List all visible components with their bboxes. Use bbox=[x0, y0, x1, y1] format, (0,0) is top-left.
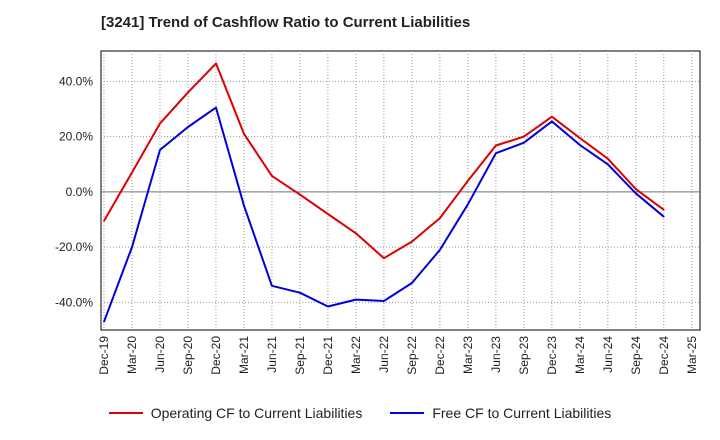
y-tick-label: 0.0% bbox=[66, 185, 94, 199]
legend-swatch-free bbox=[390, 412, 425, 414]
x-tick-labels: Dec-19 Mar-20 Jun-20 Sep-20 Dec-20 Mar-21 Jun-… bbox=[97, 336, 699, 375]
y-tick-label: 40.0% bbox=[59, 74, 93, 88]
x-tick-label: Dec-23 bbox=[545, 336, 559, 375]
data-point-operating-cf bbox=[551, 115, 553, 118]
data-point-operating-cf bbox=[271, 175, 273, 177]
x-tick-label: Dec-21 bbox=[321, 336, 335, 375]
x-tick-label: Mar-24 bbox=[573, 336, 587, 374]
data-point-operating-cf bbox=[439, 217, 441, 219]
x-tick-label: Dec-24 bbox=[657, 336, 671, 375]
data-point-operating-cf bbox=[523, 135, 525, 138]
y-tick-label: -40.0% bbox=[55, 295, 93, 309]
x-tick-label: Dec-22 bbox=[433, 336, 447, 375]
data-point-free-cf bbox=[187, 126, 189, 128]
data-point-operating-cf bbox=[215, 62, 217, 65]
data-point-operating-cf bbox=[131, 171, 133, 174]
data-point-operating-cf bbox=[663, 209, 665, 211]
data-point-free-cf bbox=[327, 305, 329, 308]
legend: Operating CF to Current Liabilities Free… bbox=[0, 405, 720, 421]
x-tick-label: Mar-25 bbox=[685, 336, 699, 374]
data-point-free-cf bbox=[159, 149, 161, 151]
x-tick-label: Sep-24 bbox=[629, 336, 643, 375]
x-tick-label: Sep-23 bbox=[517, 336, 531, 375]
plot-area bbox=[100, 50, 701, 331]
legend-label-free: Free CF to Current Liabilities bbox=[432, 405, 612, 421]
data-point-operating-cf bbox=[635, 188, 637, 190]
data-point-operating-cf bbox=[243, 133, 245, 135]
chart-title: [3241] Trend of Cashflow Ratio to Curren… bbox=[101, 14, 471, 31]
data-point-operating-cf bbox=[607, 157, 609, 160]
x-tick-label: Dec-20 bbox=[209, 336, 223, 375]
data-point-operating-cf bbox=[327, 213, 329, 215]
x-tick-label: Sep-21 bbox=[293, 336, 307, 375]
data-point-free-cf bbox=[215, 106, 217, 109]
x-tick-label: Jun-20 bbox=[153, 336, 167, 373]
series-lines bbox=[103, 62, 665, 323]
legend-label-operating: Operating CF to Current Liabilities bbox=[150, 405, 363, 421]
data-point-free-cf bbox=[579, 144, 581, 146]
x-tick-label: Jun-22 bbox=[377, 336, 391, 373]
data-point-free-cf bbox=[663, 215, 665, 218]
data-point-operating-cf bbox=[187, 91, 189, 94]
x-tick-label: Mar-21 bbox=[237, 336, 251, 374]
data-point-free-cf bbox=[411, 282, 413, 284]
x-tick-label: Dec-19 bbox=[97, 336, 111, 375]
data-point-free-cf bbox=[495, 152, 497, 155]
data-point-free-cf bbox=[439, 249, 441, 251]
legend-item-operating: Operating CF to Current Liabilities bbox=[108, 405, 363, 421]
data-point-free-cf bbox=[635, 192, 637, 195]
x-tick-label: Mar-23 bbox=[461, 336, 475, 374]
x-tick-label: Sep-20 bbox=[181, 336, 195, 375]
data-point-free-cf bbox=[551, 120, 553, 123]
legend-swatch-operating bbox=[108, 412, 143, 414]
y-tick-label: 20.0% bbox=[59, 130, 93, 144]
data-point-free-cf bbox=[271, 285, 273, 287]
data-point-free-cf bbox=[243, 204, 245, 207]
data-point-operating-cf bbox=[355, 232, 357, 235]
data-point-operating-cf bbox=[495, 144, 497, 147]
data-point-operating-cf bbox=[103, 220, 105, 222]
data-point-free-cf bbox=[523, 141, 525, 144]
x-tick-label: Jun-23 bbox=[489, 336, 503, 373]
data-point-free-cf bbox=[103, 320, 105, 323]
x-tick-label: Jun-24 bbox=[601, 336, 615, 373]
data-point-operating-cf bbox=[383, 257, 385, 259]
data-point-free-cf bbox=[131, 246, 133, 248]
data-point-operating-cf bbox=[299, 193, 301, 196]
data-point-free-cf bbox=[299, 291, 301, 294]
x-tick-label: Mar-20 bbox=[125, 336, 139, 374]
data-point-operating-cf bbox=[159, 122, 161, 125]
data-point-free-cf bbox=[383, 300, 385, 302]
data-point-operating-cf bbox=[579, 137, 581, 139]
x-tick-label: Jun-21 bbox=[265, 336, 279, 373]
x-tick-label: Sep-22 bbox=[405, 336, 419, 375]
data-point-operating-cf bbox=[411, 240, 413, 243]
data-point-free-cf bbox=[467, 203, 469, 206]
y-tick-labels: 40.0% 20.0% 0.0% -20.0% -40.0% bbox=[55, 74, 93, 309]
data-point-free-cf bbox=[607, 163, 609, 166]
x-tick-label: Mar-22 bbox=[349, 336, 363, 374]
legend-item-free: Free CF to Current Liabilities bbox=[390, 405, 611, 421]
data-point-operating-cf bbox=[467, 180, 469, 182]
y-tick-label: -20.0% bbox=[55, 240, 93, 254]
data-point-free-cf bbox=[355, 298, 357, 301]
